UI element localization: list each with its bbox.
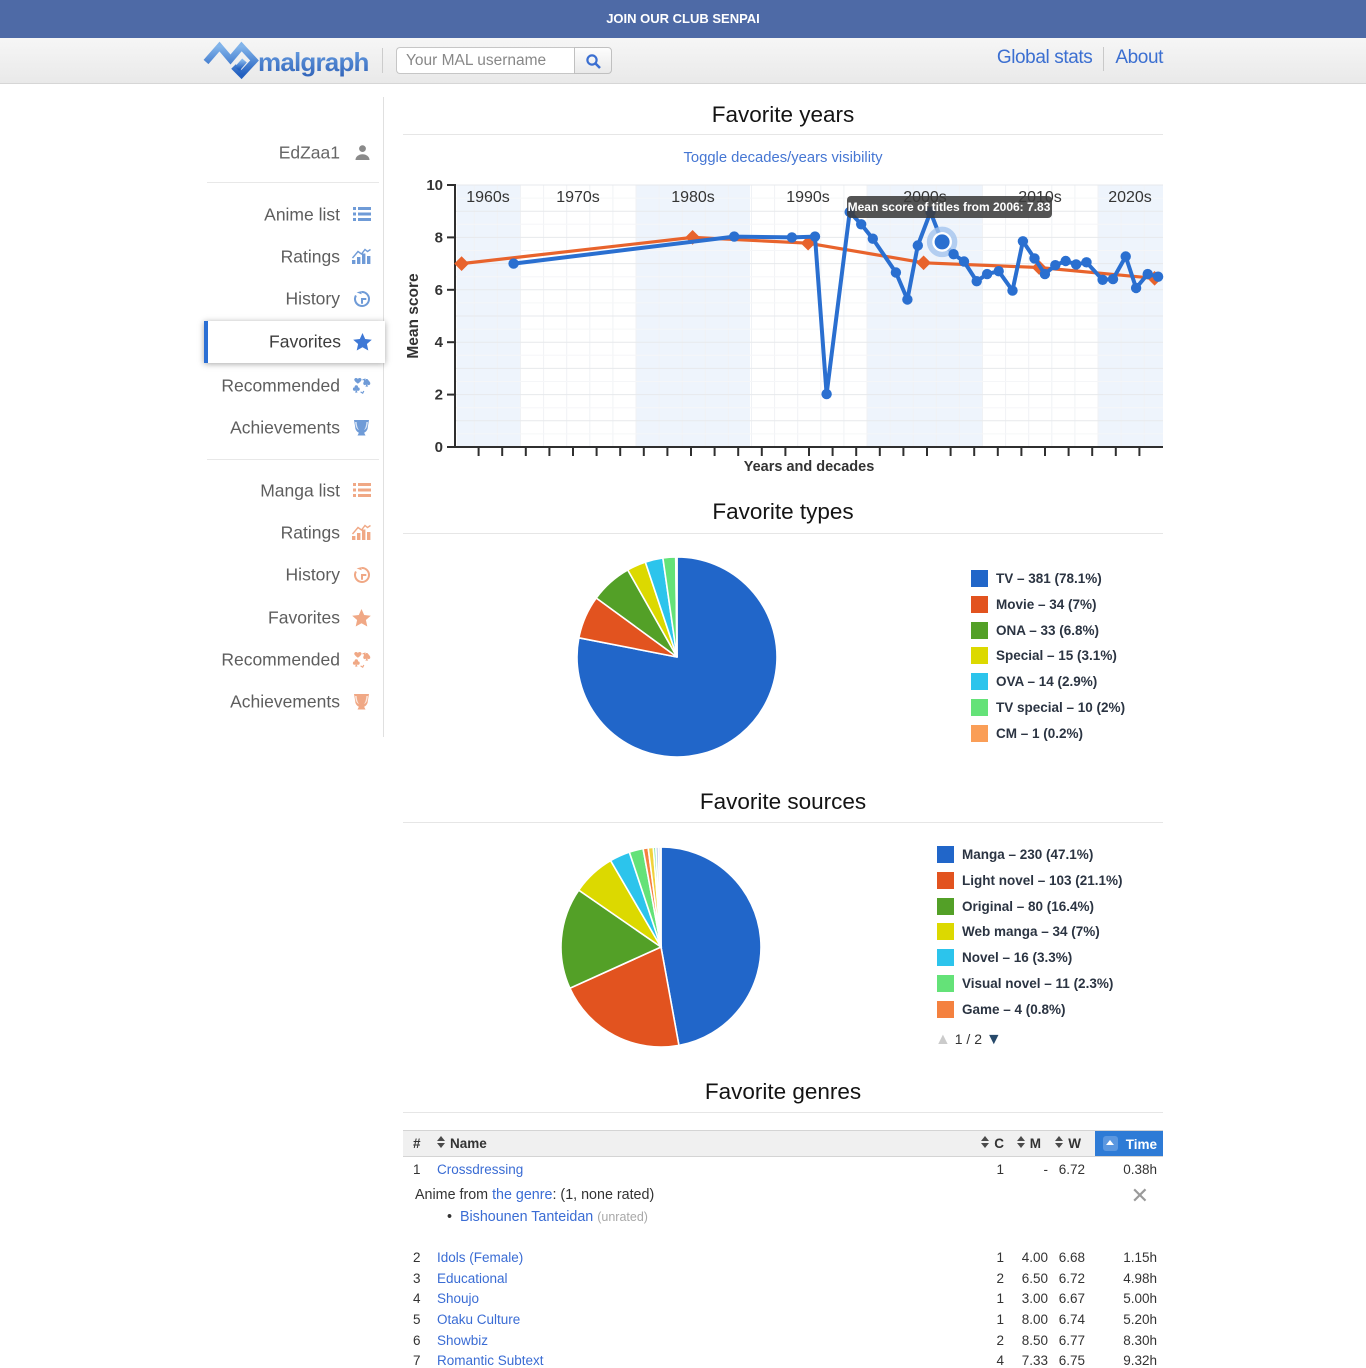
svg-text:6: 6 bbox=[435, 282, 443, 299]
svg-text:1980s: 1980s bbox=[671, 189, 715, 206]
svg-text:1960s: 1960s bbox=[466, 189, 510, 206]
svg-text:1970s: 1970s bbox=[556, 189, 600, 206]
svg-text:2: 2 bbox=[435, 387, 443, 404]
svg-text:Years and decades: Years and decades bbox=[744, 459, 875, 475]
svg-text:10: 10 bbox=[426, 177, 443, 194]
svg-text:2020s: 2020s bbox=[1108, 189, 1152, 206]
svg-text:Mean score of titles from 2006: Mean score of titles from 2006: 7.83 bbox=[848, 200, 1051, 214]
svg-text:0: 0 bbox=[435, 439, 443, 456]
svg-text:Mean score: Mean score bbox=[405, 273, 422, 359]
svg-text:1990s: 1990s bbox=[786, 189, 830, 206]
svg-text:4: 4 bbox=[435, 334, 444, 351]
svg-text:8: 8 bbox=[435, 229, 443, 246]
